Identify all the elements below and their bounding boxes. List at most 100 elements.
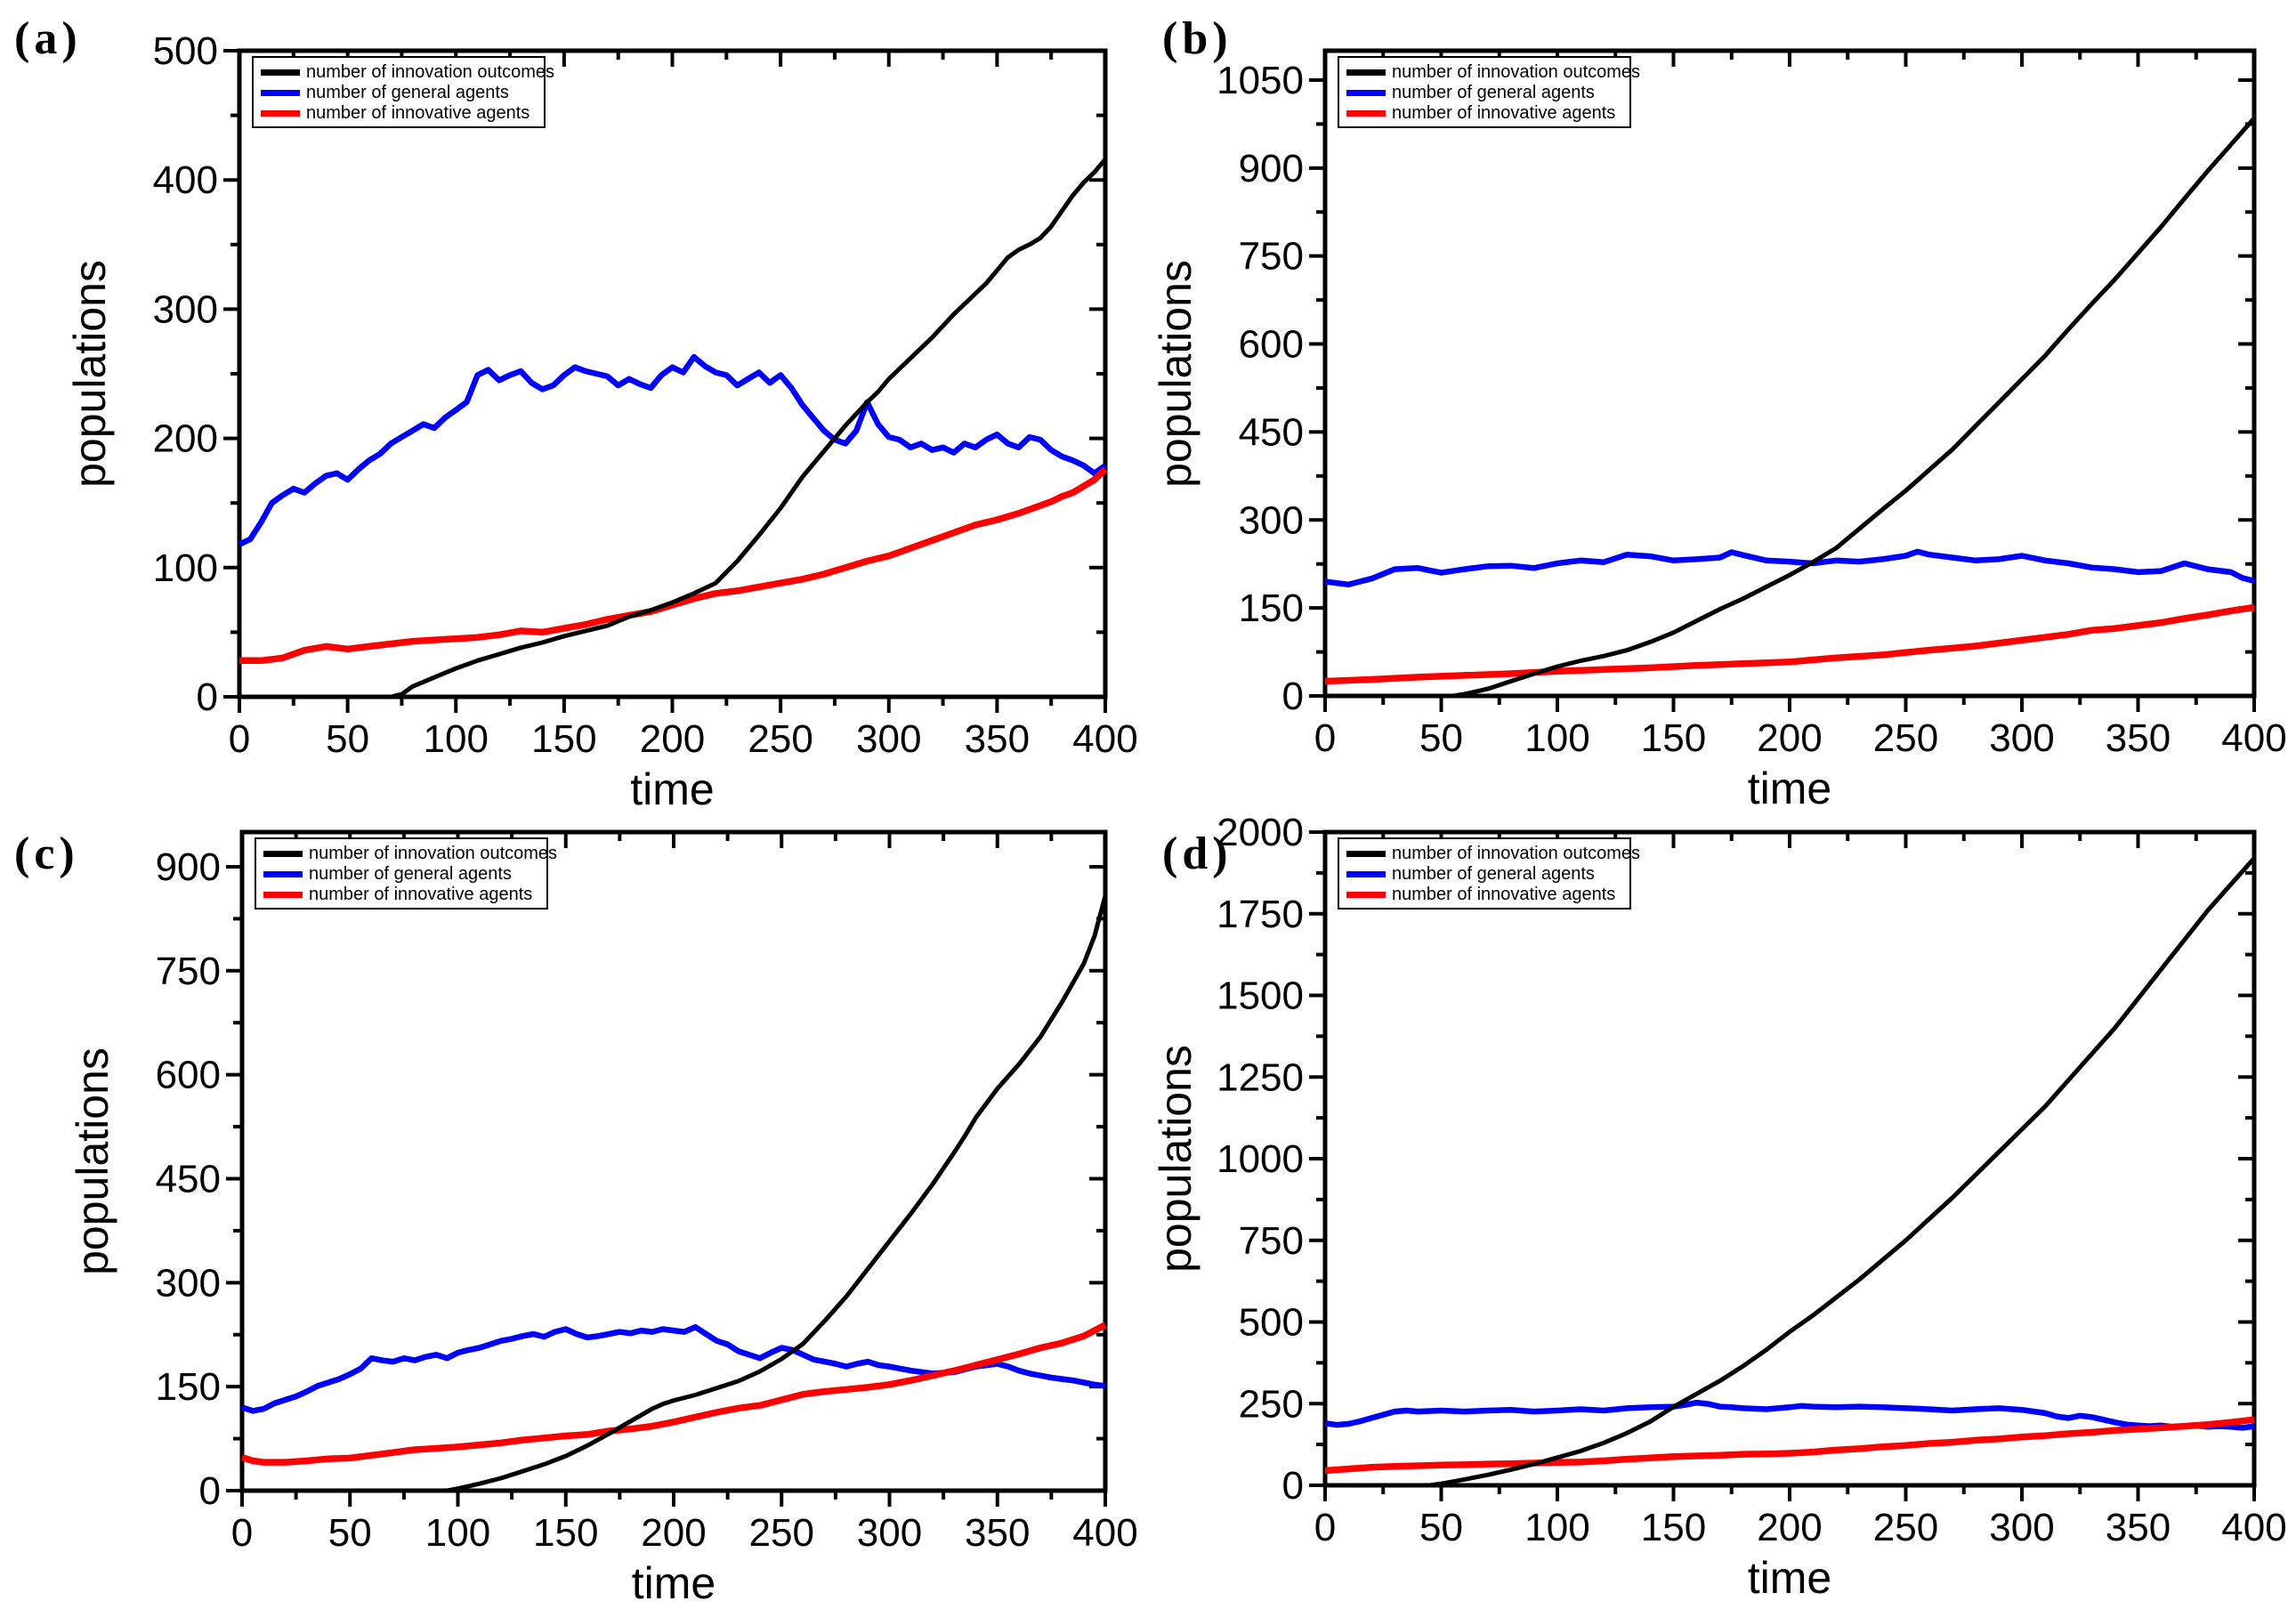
x-tick-label: 400 bbox=[1072, 1511, 1137, 1555]
x-axis-title: time bbox=[1747, 1553, 1832, 1603]
x-tick-label: 0 bbox=[1314, 716, 1336, 760]
plot-frame bbox=[239, 829, 1108, 1493]
legend: number of innovation outcomes number of … bbox=[255, 837, 557, 910]
series-line-innovation-outcomes bbox=[1325, 117, 2256, 699]
legend-line-swatch bbox=[261, 90, 300, 96]
y-tick-label: 0 bbox=[1282, 675, 1304, 718]
axis-ticks bbox=[1309, 51, 2256, 712]
x-tick-label: 50 bbox=[1419, 716, 1463, 760]
legend-item: number of general agents bbox=[263, 864, 541, 885]
y-tick-label: 300 bbox=[1239, 498, 1304, 542]
y-tick-label: 1250 bbox=[1217, 1055, 1304, 1099]
legend: number of innovation outcomes number of … bbox=[1338, 56, 1640, 128]
series-line-innovative-agents bbox=[1324, 603, 2255, 685]
panel-label-c: (c) bbox=[14, 829, 79, 879]
panel-d: (d) populations 0 50 100 150 200 250 300 350 400… bbox=[1148, 804, 2296, 1609]
x-tick-label: 100 bbox=[425, 1511, 490, 1555]
plot-frame bbox=[237, 48, 1108, 699]
y-tick-label: 300 bbox=[156, 1261, 221, 1305]
chart-canvas-c: 0 50 100 150 200 250 300 350 400 0 150 300 450 600 750… bbox=[156, 829, 1138, 1555]
x-tick-label: 350 bbox=[965, 717, 1030, 761]
legend: number of innovation outcomes number of … bbox=[252, 56, 554, 128]
series-line-innovation-outcomes bbox=[1325, 856, 2256, 1488]
series-line-general-agents bbox=[238, 353, 1107, 547]
y-tick-label: 900 bbox=[1239, 147, 1304, 190]
legend-item: number of innovation outcomes bbox=[263, 844, 557, 864]
x-tick-label: 0 bbox=[229, 717, 250, 761]
y-tick-label: 1500 bbox=[1217, 974, 1304, 1018]
y-tick-label: 0 bbox=[1282, 1464, 1304, 1508]
y-tick-label: 500 bbox=[153, 29, 218, 73]
x-tick-label: 250 bbox=[749, 1511, 814, 1555]
legend-line-swatch bbox=[261, 110, 300, 117]
legend-line-swatch bbox=[263, 871, 303, 877]
y-tick-label: 150 bbox=[1239, 586, 1304, 630]
chart-canvas-d: 0 50 100 150 200 250 300 350 400 0 250 500 750 1000 12… bbox=[1217, 811, 2287, 1549]
x-axis-title: time bbox=[630, 764, 715, 814]
x-tick-label: 300 bbox=[1989, 1506, 2054, 1549]
y-tick-label: 750 bbox=[156, 950, 221, 993]
chart-canvas-a: 0 50 100 150 200 250 300 350 400 0 100 200 300 400 500 bbox=[153, 29, 1138, 761]
panel-label-b: (b) bbox=[1162, 13, 1233, 64]
legend-item: number of general agents bbox=[1346, 83, 1624, 103]
legend-label: number of innovation outcomes bbox=[306, 62, 555, 82]
y-tick-label: 450 bbox=[156, 1157, 221, 1201]
x-tick-label: 300 bbox=[856, 717, 921, 761]
x-tick-label: 400 bbox=[2221, 1506, 2286, 1549]
x-tick-label: 100 bbox=[424, 717, 489, 761]
axis-ticks bbox=[1309, 830, 2256, 1501]
legend-label: number of general agents bbox=[309, 864, 512, 884]
y-tick-label: 100 bbox=[153, 546, 218, 590]
legend: number of innovation outcomes number of … bbox=[1338, 837, 1640, 910]
x-tick-label: 400 bbox=[1072, 717, 1137, 761]
y-tick-label: 400 bbox=[153, 158, 218, 202]
x-tick-label: 250 bbox=[748, 717, 812, 761]
y-tick-label: 900 bbox=[156, 845, 221, 889]
x-tick-label: 300 bbox=[1989, 716, 2054, 760]
legend-item: number of innovative agents bbox=[263, 885, 541, 905]
axis-tick-labels: 0 50 100 150 200 250 300 350 400 0 250 500 750 1000 12… bbox=[1217, 811, 2287, 1549]
legend-label: number of innovative agents bbox=[306, 103, 530, 123]
legend-label: number of innovation outcomes bbox=[1392, 62, 1641, 82]
legend-item: number of general agents bbox=[1346, 864, 1624, 885]
y-tick-label: 750 bbox=[1239, 1219, 1304, 1263]
legend-line-swatch bbox=[261, 69, 300, 76]
panel-label-a: (a) bbox=[14, 13, 82, 64]
x-axis-title: time bbox=[1747, 764, 1832, 813]
x-tick-label: 100 bbox=[1524, 716, 1589, 760]
legend-label: number of innovative agents bbox=[1392, 885, 1616, 904]
series-line-general-agents bbox=[1324, 1399, 2255, 1431]
y-tick-label: 450 bbox=[1239, 410, 1304, 454]
panel-a: (a) populations 0 50 100 150 200 250 300 350 400… bbox=[0, 0, 1148, 813]
legend-item: number of innovative agents bbox=[1346, 103, 1624, 124]
x-axis-title: time bbox=[631, 1558, 716, 1608]
series-line-innovative-agents bbox=[239, 466, 1108, 665]
legend-label: number of general agents bbox=[306, 83, 509, 102]
x-tick-label: 0 bbox=[1314, 1506, 1336, 1549]
x-tick-label: 50 bbox=[1419, 1506, 1463, 1549]
y-tick-label: 1050 bbox=[1217, 59, 1304, 102]
legend-line-swatch bbox=[263, 851, 303, 857]
plot-frame bbox=[1322, 48, 2257, 699]
legend-item: number of innovation outcomes bbox=[1346, 62, 1640, 83]
y-tick-label: 2000 bbox=[1217, 811, 1304, 854]
legend-line-swatch bbox=[1346, 871, 1386, 877]
x-tick-label: 100 bbox=[1524, 1506, 1589, 1549]
panel-b: (b) populations 0 50 100 150 200 250 300 350 400… bbox=[1148, 0, 2296, 812]
y-tick-label: 200 bbox=[153, 417, 218, 461]
x-tick-label: 350 bbox=[2106, 716, 2171, 760]
legend-item: number of general agents bbox=[261, 83, 538, 103]
y-tick-label: 300 bbox=[153, 287, 218, 331]
x-tick-label: 250 bbox=[1873, 716, 1938, 760]
panel-c: (c) populations 0 50 100 150 200 250 300 350 400… bbox=[0, 804, 1148, 1609]
y-tick-label: 0 bbox=[199, 1469, 221, 1513]
x-tick-label: 350 bbox=[2106, 1506, 2171, 1549]
x-tick-label: 200 bbox=[1757, 1506, 1822, 1549]
x-tick-label: 300 bbox=[857, 1511, 922, 1555]
legend-label: number of innovation outcomes bbox=[1392, 844, 1641, 863]
legend-label: number of general agents bbox=[1392, 83, 1595, 102]
y-tick-label: 600 bbox=[1239, 323, 1304, 367]
y-tick-label: 250 bbox=[1239, 1382, 1304, 1426]
legend-item: number of innovative agents bbox=[261, 103, 538, 124]
